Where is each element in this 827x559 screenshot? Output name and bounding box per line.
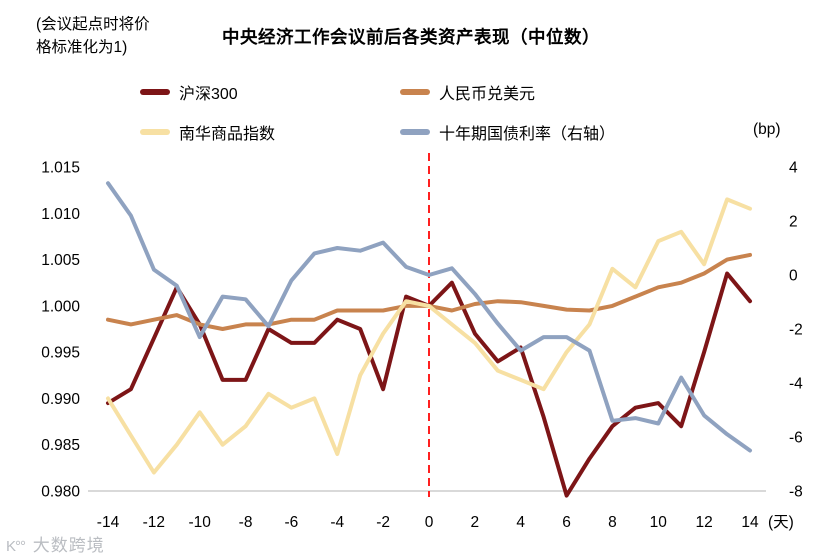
x-axis-tick: 8: [608, 514, 617, 531]
x-axis-tick: 0: [425, 514, 434, 531]
left-axis-tick: 0.985: [41, 437, 80, 454]
x-axis-tick: -8: [239, 514, 253, 531]
right-axis-tick: -2: [789, 322, 803, 339]
left-axis-tick: 1.010: [41, 206, 80, 223]
x-axis-tick: 2: [471, 514, 480, 531]
x-axis-labels: -14 -12 -10 -8 -6 -4 -2 0 2 4 6 8 10 12 14 (天): [97, 514, 794, 531]
left-axis-tick: 0.980: [41, 484, 80, 501]
right-axis-labels: 4 2 0 -2 -4 -6 -8: [789, 160, 803, 501]
x-axis-tick: 12: [696, 514, 713, 531]
x-axis-tick: -4: [330, 514, 344, 531]
x-axis-tick: 6: [562, 514, 571, 531]
legend-swatch-rmb-usd: [400, 89, 430, 95]
left-axis-tick: 1.015: [41, 160, 80, 177]
right-axis-tick: 0: [789, 268, 798, 285]
x-axis-unit-label: (天): [768, 514, 794, 531]
note-line2: 格标准化为1): [36, 39, 128, 57]
right-axis-tick: -4: [789, 376, 803, 393]
x-axis-tick: -12: [143, 514, 165, 531]
right-axis-unit-label: (bp): [753, 121, 781, 138]
chart-legend: 沪深300 人民币兑美元 南华商品指数 十年期国债利率（右轴）: [140, 80, 615, 144]
legend-item-10y-treasury-rate: 十年期国债利率（右轴）: [400, 120, 615, 144]
normalization-note: (会议起点时将价 格标准化为1): [36, 13, 196, 60]
legend-item-rmb-usd: 人民币兑美元: [400, 80, 615, 104]
left-axis-tick: 1.005: [41, 252, 80, 269]
legend-item-hs300: 沪深300: [140, 80, 400, 104]
legend-label-hs300: 沪深300: [179, 86, 238, 103]
legend-swatch-10y-treasury-rate: [400, 129, 430, 135]
watermark: K°° 大数跨境: [6, 531, 105, 556]
series-10y-treasury-rate: [106, 181, 752, 453]
legend-swatch-nanhua-commodity: [140, 129, 170, 135]
legend-label-nanhua-commodity: 南华商品指数: [179, 126, 276, 143]
chart-title: 中央经济工作会议前后各类资产表现（中位数）: [222, 27, 600, 47]
x-axis-tick: -2: [376, 514, 390, 531]
left-axis-labels: 1.015 1.010 1.005 1.000 0.995 0.990 0.985 0.980: [41, 160, 80, 501]
series-rmb-usd: [106, 252, 752, 331]
x-axis-tick: 10: [650, 514, 668, 531]
right-axis-tick: -8: [789, 484, 803, 501]
note-line1: (会议起点时将价: [36, 16, 150, 33]
left-axis-tick: 0.990: [41, 391, 80, 408]
watermark-logo-icon: K°°: [6, 538, 26, 555]
legend-label-10y-treasury-rate: 十年期国债利率（右轴）: [439, 126, 616, 143]
x-axis-tick: -6: [285, 514, 299, 531]
legend-item-nanhua-commodity: 南华商品指数: [140, 120, 400, 144]
right-axis-tick: 2: [789, 214, 798, 231]
watermark-text: 大数跨境: [32, 536, 105, 555]
legend-swatch-hs300: [140, 89, 170, 95]
left-axis-tick: 1.000: [41, 298, 80, 315]
left-axis-tick: 0.995: [41, 345, 80, 362]
x-axis-tick: 14: [741, 514, 759, 531]
x-axis-tick: 4: [516, 514, 525, 531]
x-axis-tick: -14: [97, 514, 120, 531]
right-axis-tick: 4: [789, 160, 798, 177]
legend-label-rmb-usd: 人民币兑美元: [439, 86, 536, 103]
series-nanhua-commodity: [106, 197, 752, 475]
right-axis-tick: -6: [789, 430, 803, 447]
x-axis-tick: -10: [189, 514, 212, 531]
